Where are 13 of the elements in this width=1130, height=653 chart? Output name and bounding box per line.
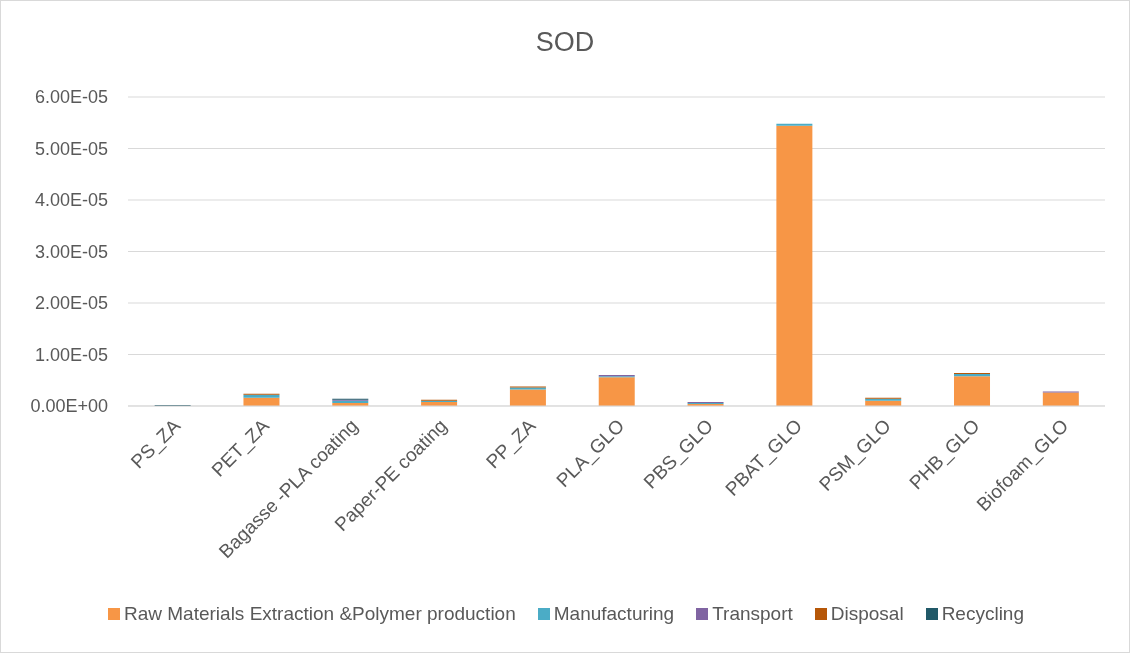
y-tick-label: 6.00E-05 <box>34 87 108 108</box>
legend-label: Recycling <box>941 603 1025 625</box>
legend-label: Manufacturing <box>553 603 675 625</box>
legend-label: Disposal <box>830 603 904 625</box>
chart-title: SOD <box>534 27 596 58</box>
legend-label: Raw Materials Extraction &Polymer production <box>123 603 516 625</box>
y-tick-label: 4.00E-05 <box>34 190 108 211</box>
y-tick-label: 3.00E-05 <box>34 241 108 262</box>
y-tick-label: 0.00E+00 <box>30 396 108 417</box>
y-tick-label: 2.00E-05 <box>34 293 108 314</box>
legend-label: Transport <box>712 603 793 625</box>
y-tick-label: 5.00E-05 <box>34 138 108 159</box>
y-tick-label: 1.00E-05 <box>34 344 108 365</box>
